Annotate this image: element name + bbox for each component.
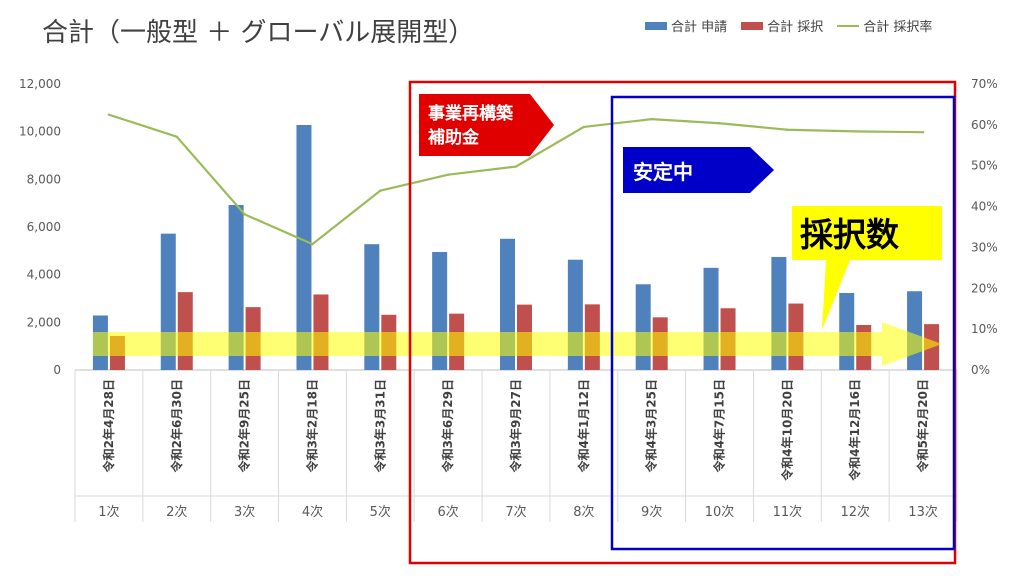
x-tick-label: 令和2年4月28日 — [101, 379, 116, 473]
blue-callout-text: 安定中 — [633, 160, 693, 184]
bar-applications — [839, 292, 855, 370]
y2-tick-label: 20% — [971, 281, 998, 295]
rate-point — [514, 165, 518, 168]
rate-point — [786, 128, 789, 131]
y2-tick-label: 60% — [971, 118, 998, 132]
red-callout-line2: 補助金 — [427, 127, 480, 148]
legend-swatch-applications — [645, 21, 667, 30]
x-tick-label: 令和2年6月30日 — [169, 379, 184, 473]
x-tick-label: 令和4年10月20日 — [779, 379, 794, 482]
yellow-callout-text: 採択数 — [800, 215, 900, 254]
legend-label-adoptions: 合計 採択 — [767, 20, 824, 35]
y-tick-label: 4,000 — [27, 268, 61, 282]
rate-point — [650, 117, 653, 121]
bar-applications — [907, 291, 923, 370]
legend-item-rate: 合計 採択率 — [837, 16, 932, 35]
round-label: 9次 — [641, 504, 662, 520]
chart-title: 合計（一般型 ＋ グローバル展開型） — [42, 18, 475, 48]
x-tick-label: 令和5年2月20日 — [915, 379, 930, 473]
round-label: 10次 — [705, 504, 735, 520]
x-tick-label: 令和3年3月31日 — [372, 379, 387, 473]
y2-tick-label: 30% — [971, 240, 998, 254]
round-label: 11次 — [773, 504, 803, 520]
blue-frame — [610, 95, 956, 551]
legend-label-applications: 合計 申請 — [671, 20, 728, 35]
x-tick-label: 令和2年9月25日 — [237, 379, 252, 473]
legend: 合計 申請 合計 採択 合計 採択率 — [645, 16, 932, 35]
round-label: 13次 — [908, 504, 938, 520]
x-tick-label: 令和4年1月12日 — [576, 379, 591, 473]
round-label: 7次 — [505, 504, 526, 520]
rate-point — [311, 242, 314, 246]
highlight-layer — [93, 322, 942, 366]
round-label: 1次 — [98, 504, 119, 520]
rate-point — [854, 130, 857, 133]
round-label: 3次 — [234, 504, 255, 520]
legend-item-adoptions: 合計 採択 — [741, 16, 823, 35]
bar-adoptions — [177, 292, 193, 370]
bar-applications — [296, 125, 312, 370]
adoption-trend-arrow — [93, 322, 942, 366]
bar-applications — [228, 205, 244, 370]
y-tick-label: 12,000 — [19, 77, 61, 91]
blue-callout — [623, 147, 774, 193]
x-tick-label: 令和4年7月15日 — [712, 379, 727, 473]
x-tick-label: 令和4年12月16日 — [847, 379, 862, 482]
legend-label-rate: 合計 採択率 — [863, 20, 933, 35]
legend-item-applications: 合計 申請 — [645, 16, 727, 35]
round-label: 4次 — [302, 504, 323, 520]
rate-point — [107, 113, 111, 116]
round-label: 5次 — [370, 504, 391, 520]
bar-applications — [635, 284, 651, 370]
y-tick-label: 0 — [53, 363, 61, 377]
y-tick-label: 10,000 — [19, 125, 61, 139]
legend-swatch-rate — [837, 24, 860, 27]
yellow-callout — [792, 206, 942, 330]
x-tick-label: 令和3年9月27日 — [508, 379, 523, 473]
y-tick-label: 6,000 — [27, 220, 61, 234]
round-label: 2次 — [166, 504, 187, 520]
rate-point — [718, 122, 721, 125]
x-tick-label: 令和4年3月25日 — [644, 379, 659, 473]
y-tick-label: 8,000 — [27, 172, 61, 186]
round-label: 8次 — [573, 504, 594, 520]
y-tick-label: 2,000 — [27, 315, 61, 329]
y2-tick-label: 10% — [971, 322, 998, 336]
red-callout-line1: 事業再構築 — [428, 103, 514, 124]
y2-tick-label: 40% — [971, 200, 998, 214]
rate-line-layer — [107, 113, 925, 246]
x-tick-label: 令和3年2月18日 — [304, 379, 319, 473]
rate-point — [243, 213, 246, 216]
axes: 0 2,000 4,000 6,000 8,000 10,000 12,000 0% 10% 20… — [19, 77, 998, 522]
y2-tick-label: 0% — [971, 363, 990, 377]
rate-point — [379, 189, 382, 192]
rate-point — [921, 131, 925, 134]
round-label: 6次 — [438, 504, 459, 520]
y2-tick-label: 70% — [971, 77, 998, 91]
round-label: 12次 — [840, 504, 870, 520]
y2-tick-label: 50% — [971, 159, 998, 173]
red-callout — [419, 94, 554, 156]
rate-point — [175, 135, 178, 138]
x-tick-label: 令和3年6月29日 — [440, 379, 455, 473]
legend-swatch-adoptions — [741, 21, 764, 30]
rate-point — [446, 173, 450, 176]
rate-point — [582, 125, 586, 129]
